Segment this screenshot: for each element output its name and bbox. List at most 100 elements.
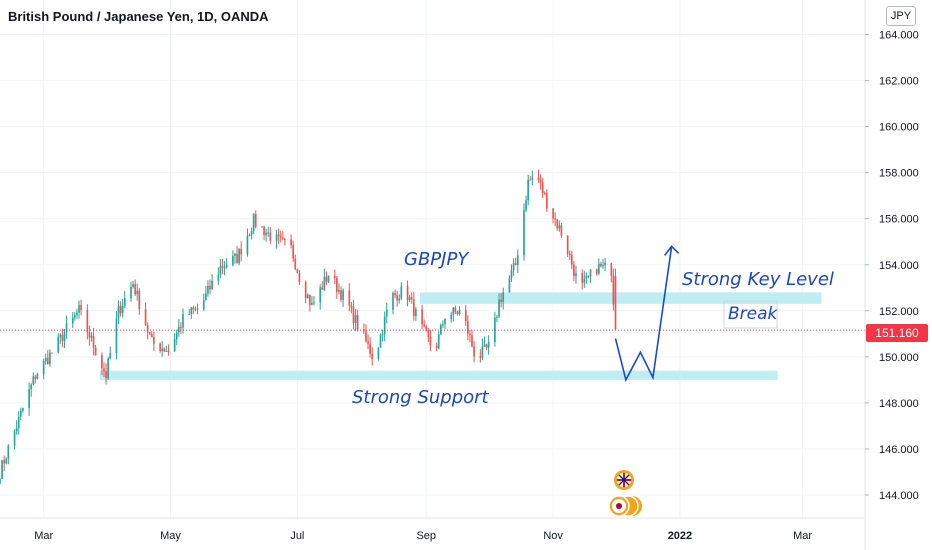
candle-body (516, 255, 519, 266)
candle-body (458, 309, 461, 315)
projection-arrowhead (663, 245, 680, 256)
candle-body (3, 460, 6, 464)
y-tick-label: 156.000 (879, 214, 919, 226)
candle-body (573, 264, 575, 277)
candle-body (205, 293, 207, 301)
candle-body (313, 302, 315, 304)
candle-body (153, 337, 155, 344)
candle-body (86, 310, 89, 333)
candle-body (132, 284, 134, 287)
candle-body (121, 306, 124, 313)
candle-body (88, 332, 91, 338)
candle-body (425, 326, 428, 331)
candle-body (479, 356, 482, 358)
x-tick-label: May (160, 530, 181, 542)
candle-body (180, 326, 182, 328)
candle-body (175, 332, 178, 340)
candle-body (17, 416, 20, 429)
candle-body (28, 389, 30, 409)
candle-body (541, 182, 544, 193)
candle-body (525, 200, 527, 211)
candle-body (356, 315, 359, 330)
candle-body (263, 226, 265, 236)
candle-body (267, 232, 270, 234)
candle-body (350, 305, 353, 307)
annotation-support: Strong Support (352, 387, 490, 408)
grid (0, 0, 865, 518)
candle-body (583, 278, 586, 283)
candle-body (496, 316, 498, 318)
candle-body (523, 210, 525, 256)
candle-body (296, 269, 299, 273)
candle-body (190, 307, 193, 315)
currency-badge[interactable]: JPY (886, 6, 916, 26)
candle-body (130, 286, 132, 299)
candle-body (13, 431, 16, 446)
candle-body (338, 289, 340, 292)
candle-body (585, 275, 588, 279)
candle-body (105, 371, 107, 379)
candle-body (429, 337, 432, 346)
x-tick-label: Mar (793, 530, 812, 542)
candle-body (194, 308, 197, 310)
candle-body (427, 330, 430, 338)
candle-body (381, 334, 384, 336)
y-tick-label: 152.000 (879, 306, 919, 318)
candle-body (483, 344, 486, 347)
candle-body (394, 293, 396, 296)
candle-body (232, 256, 234, 266)
candles (0, 169, 617, 485)
candle-body (485, 344, 488, 348)
annotation-symbol: GBPJPY (404, 249, 470, 270)
candle-body (5, 458, 8, 464)
candle-body (150, 334, 153, 338)
candle-body (219, 265, 222, 275)
candle-body (119, 305, 122, 313)
candle-body (103, 368, 105, 372)
candle-body (144, 309, 147, 325)
candle-body (292, 245, 295, 259)
candle-body (65, 323, 68, 333)
projection-path (614, 246, 673, 383)
candle-body (167, 350, 170, 352)
candle-body (22, 408, 24, 411)
candle-body (92, 335, 95, 348)
candle-body (421, 309, 423, 325)
candle-body (408, 297, 411, 301)
candle-body (537, 177, 540, 181)
candle-body (333, 275, 336, 279)
symbol-title: British Pound / Japanese Yen, 1D, OANDA (8, 9, 269, 24)
candle-body (223, 267, 226, 269)
candle-body (325, 276, 328, 282)
candle-body (539, 180, 542, 183)
candle-body (500, 299, 502, 303)
candle-body (568, 254, 571, 256)
candle-body (173, 339, 176, 351)
candle-body (604, 262, 606, 265)
candle-body (61, 334, 64, 342)
candle-body (546, 192, 548, 209)
candle-body (49, 352, 51, 365)
candle-body (467, 321, 469, 334)
y-tick-label: 160.000 (879, 122, 919, 134)
candle-body (587, 275, 590, 277)
candle-body (581, 273, 584, 283)
candle-body (44, 358, 47, 361)
candle-body (444, 319, 446, 325)
candle-body (340, 289, 342, 300)
candle-body (36, 374, 39, 379)
candle-body (165, 350, 168, 352)
candle-body (442, 324, 444, 326)
event-icons[interactable] (608, 470, 642, 517)
projection-layer (614, 245, 680, 383)
candle-body (392, 293, 394, 310)
candle-body (352, 306, 355, 324)
candle-body (400, 286, 403, 299)
candle-body (342, 290, 344, 300)
candle-body (423, 324, 426, 327)
y-tick-label: 146.000 (879, 444, 919, 456)
candle-body (277, 234, 280, 237)
candle-body (32, 376, 35, 385)
